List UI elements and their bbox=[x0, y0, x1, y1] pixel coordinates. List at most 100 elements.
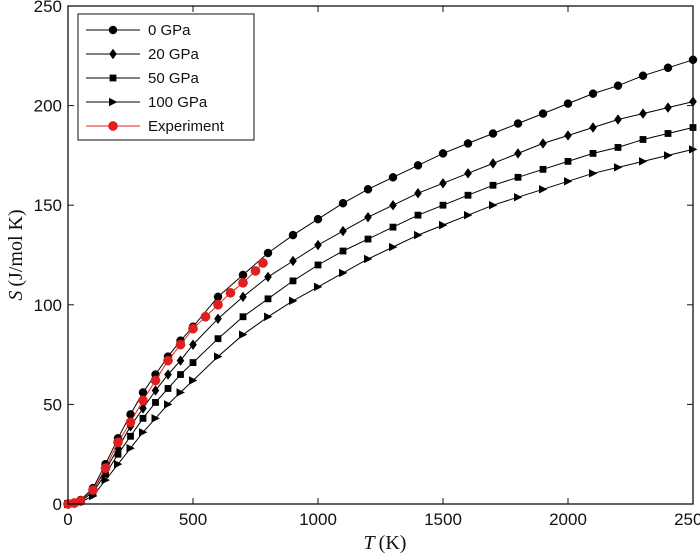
data-point bbox=[464, 168, 472, 179]
data-point bbox=[664, 151, 673, 160]
data-point bbox=[139, 428, 148, 437]
series-experiment bbox=[63, 258, 268, 509]
data-point bbox=[564, 157, 572, 165]
data-point bbox=[189, 376, 198, 385]
data-point bbox=[564, 177, 573, 186]
data-point bbox=[314, 282, 323, 292]
data-point bbox=[239, 330, 248, 339]
data-point bbox=[258, 258, 268, 268]
x-tick-label: 1000 bbox=[299, 510, 337, 529]
data-point bbox=[639, 136, 647, 143]
data-point bbox=[176, 355, 185, 366]
data-point bbox=[439, 178, 447, 189]
data-point bbox=[439, 220, 448, 230]
data-point bbox=[138, 395, 148, 406]
data-point bbox=[588, 89, 598, 98]
legend-marker bbox=[109, 74, 117, 82]
data-point bbox=[614, 144, 622, 151]
data-point bbox=[389, 200, 397, 211]
data-point bbox=[176, 388, 185, 397]
data-point bbox=[489, 201, 498, 210]
data-point bbox=[127, 432, 134, 440]
data-point bbox=[639, 108, 647, 119]
data-point bbox=[589, 150, 597, 157]
data-point bbox=[414, 211, 422, 219]
legend-label: Experiment bbox=[148, 118, 225, 135]
data-point bbox=[189, 339, 197, 350]
x-tick-label: 500 bbox=[179, 510, 207, 529]
data-point bbox=[488, 129, 498, 138]
data-point bbox=[389, 223, 397, 231]
data-point bbox=[414, 230, 423, 240]
data-point bbox=[388, 173, 398, 182]
data-point bbox=[289, 277, 297, 285]
data-point bbox=[614, 114, 622, 125]
series-100-gpa bbox=[64, 145, 698, 509]
data-point bbox=[313, 214, 323, 224]
data-point bbox=[214, 352, 223, 361]
data-point bbox=[152, 399, 159, 406]
data-point bbox=[338, 198, 348, 208]
data-point bbox=[101, 475, 110, 485]
y-tick-label: 150 bbox=[34, 196, 62, 215]
data-point bbox=[238, 270, 248, 280]
data-point bbox=[363, 185, 373, 194]
data-point bbox=[213, 299, 223, 310]
legend-label: 100 GPa bbox=[148, 94, 208, 111]
data-point bbox=[389, 242, 398, 252]
data-point bbox=[638, 71, 648, 80]
data-point bbox=[239, 313, 247, 321]
data-point bbox=[663, 63, 673, 73]
data-point bbox=[177, 371, 184, 378]
data-point bbox=[100, 463, 111, 473]
data-point bbox=[225, 287, 236, 298]
data-point bbox=[339, 225, 347, 237]
data-point bbox=[114, 459, 123, 469]
data-point bbox=[314, 239, 322, 251]
data-point bbox=[239, 291, 247, 303]
data-point bbox=[539, 185, 548, 194]
data-point bbox=[514, 173, 522, 181]
data-point bbox=[151, 414, 160, 423]
data-point bbox=[151, 385, 160, 396]
y-tick-label: 200 bbox=[34, 97, 62, 116]
data-point bbox=[250, 266, 261, 276]
data-point bbox=[464, 191, 472, 199]
data-point bbox=[614, 163, 623, 172]
data-point bbox=[125, 417, 136, 428]
data-point bbox=[664, 102, 672, 113]
data-point bbox=[664, 130, 672, 137]
data-point bbox=[463, 139, 473, 148]
data-point bbox=[364, 235, 372, 243]
data-point bbox=[164, 400, 173, 409]
data-point bbox=[439, 201, 447, 209]
x-tick-label: 1500 bbox=[424, 510, 462, 529]
data-point bbox=[514, 193, 523, 202]
y-tick-label: 100 bbox=[34, 296, 62, 315]
legend-label: 20 GPa bbox=[148, 46, 200, 63]
data-point bbox=[163, 355, 173, 366]
data-point bbox=[75, 496, 86, 506]
data-point bbox=[413, 161, 423, 170]
data-point bbox=[189, 359, 197, 366]
legend-label: 0 GPa bbox=[148, 22, 191, 39]
data-point bbox=[264, 271, 272, 283]
x-tick-label: 2000 bbox=[549, 510, 587, 529]
data-point bbox=[438, 149, 448, 158]
data-point bbox=[514, 148, 522, 159]
data-point bbox=[214, 335, 222, 343]
data-point bbox=[213, 292, 223, 302]
data-point bbox=[539, 165, 547, 173]
data-point bbox=[164, 369, 172, 380]
y-axis-title: S(J/mol K) bbox=[5, 209, 27, 300]
legend-marker bbox=[108, 121, 118, 131]
data-point bbox=[314, 261, 322, 269]
legend-box bbox=[77, 13, 255, 141]
data-point bbox=[364, 211, 372, 223]
data-point bbox=[364, 254, 373, 264]
data-point bbox=[539, 138, 547, 149]
data-point bbox=[139, 414, 147, 422]
data-point bbox=[589, 169, 598, 178]
data-point bbox=[113, 437, 123, 448]
